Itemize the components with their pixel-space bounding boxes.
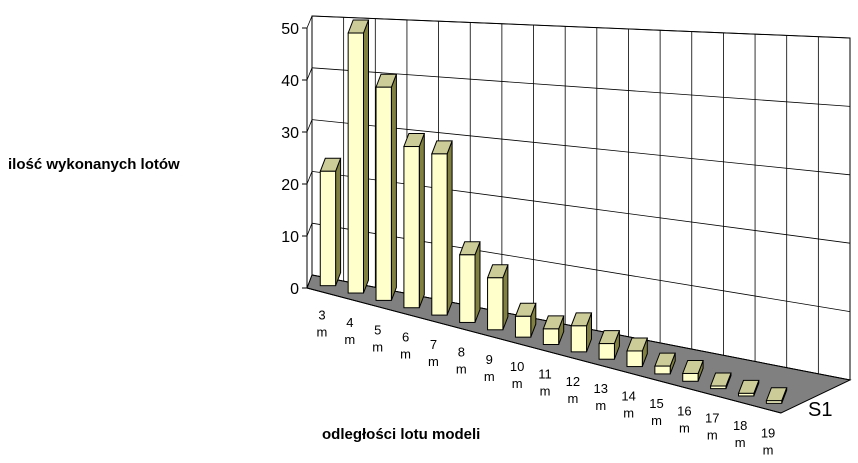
x-tick-label: 14	[621, 389, 635, 404]
x-tick-label: 13	[594, 381, 608, 396]
y-axis-label: ilość wykonanych lotów	[8, 156, 180, 173]
x-tick-label: 17	[705, 411, 719, 426]
bar-front	[404, 147, 419, 308]
x-tick-label: 7	[430, 337, 437, 352]
x-tick-label-unit: m	[344, 332, 355, 347]
gridline-side	[307, 223, 312, 236]
x-tick-label-unit: m	[456, 361, 467, 376]
bar-front	[739, 393, 754, 396]
bar	[515, 303, 535, 337]
bar	[543, 316, 563, 345]
bar-front	[683, 373, 698, 381]
x-tick-label-unit: m	[540, 384, 551, 399]
bar-front	[460, 255, 475, 323]
gridline-side	[307, 120, 312, 132]
bar	[571, 313, 591, 352]
y-tick-label: 10	[281, 229, 299, 246]
bar-front	[348, 33, 363, 293]
bar-side	[364, 20, 369, 293]
x-tick-label: 3	[318, 308, 325, 323]
bar-front	[627, 351, 642, 367]
bar-front	[599, 344, 614, 360]
gridline-side	[307, 68, 312, 80]
y-tick-label: 40	[281, 73, 299, 90]
x-tick-label: 9	[486, 352, 493, 367]
bar	[348, 20, 368, 293]
bar	[488, 265, 508, 330]
bar	[404, 134, 424, 308]
x-tick-label-unit: m	[484, 369, 495, 384]
x-tick-label-unit: m	[763, 442, 774, 457]
x-tick-label: 15	[649, 396, 663, 411]
bar	[432, 141, 452, 315]
x-tick-label: 19	[761, 425, 775, 440]
y-tick-label: 20	[281, 177, 299, 194]
bar-side	[419, 134, 424, 308]
x-tick-label: 12	[566, 374, 580, 389]
x-tick-label: 11	[538, 367, 552, 382]
y-tick-label: 50	[281, 21, 299, 38]
bar-front	[766, 401, 781, 404]
bar	[460, 242, 480, 323]
x-axis-label: odległości lotu modeli	[322, 426, 480, 443]
x-tick-label: 4	[346, 315, 353, 330]
bar-front	[432, 154, 447, 315]
bar-front	[320, 171, 335, 285]
x-tick-label-unit: m	[651, 413, 662, 428]
x-tick-label: 8	[458, 344, 465, 359]
bar-front	[515, 316, 530, 337]
bar-front	[488, 278, 503, 330]
bar-side	[336, 158, 341, 285]
y-tick-label: 30	[281, 125, 299, 142]
x-tick-label-unit: m	[735, 435, 746, 450]
bar-front	[543, 329, 558, 345]
gridline-side	[307, 16, 312, 28]
bar-front	[571, 326, 586, 352]
y-tick-labels: 0 10 20 30 40 50	[281, 21, 299, 298]
x-tick-label: 16	[677, 403, 691, 418]
x-tick-label-unit: m	[317, 325, 328, 340]
bar	[599, 331, 619, 360]
x-tick-label: 5	[374, 322, 381, 337]
x-tick-label-unit: m	[623, 406, 634, 421]
bar-front	[711, 386, 726, 389]
x-tick-label: 6	[402, 330, 409, 345]
x-tick-label-unit: m	[567, 391, 578, 406]
x-tick-label-unit: m	[512, 376, 523, 391]
bar	[376, 74, 396, 300]
x-tick-label-unit: m	[707, 428, 718, 443]
x-tick-label-unit: m	[595, 398, 606, 413]
gridline-side	[307, 171, 312, 184]
x-tick-label: 10	[510, 359, 524, 374]
x-tick-label: 18	[733, 418, 747, 433]
bar-front	[655, 366, 670, 374]
x-tick-label-unit: m	[400, 347, 411, 362]
series-axis-label: S1	[808, 399, 832, 422]
y-tick-label: 0	[290, 281, 299, 298]
bar-side	[447, 141, 452, 315]
x-tick-label-unit: m	[679, 420, 690, 435]
x-tick-label-unit: m	[372, 339, 383, 354]
x-tick-label-unit: m	[428, 354, 439, 369]
bar-front	[376, 87, 391, 300]
bar-side	[391, 74, 396, 300]
bar	[320, 158, 340, 285]
bar	[627, 338, 647, 367]
